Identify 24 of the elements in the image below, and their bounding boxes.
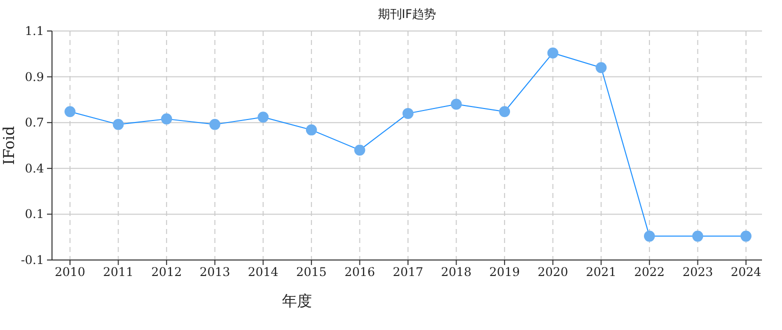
x-tick-label: 2017	[392, 265, 424, 279]
chart-title: 期刊IF趋势	[378, 7, 436, 21]
x-tick-label: 2019	[489, 265, 520, 279]
x-axis-title: 年度	[282, 292, 312, 310]
x-tick-label: 2012	[151, 265, 182, 279]
y-tick-label: -0.1	[20, 253, 44, 267]
y-tick-label: 0.4	[24, 161, 44, 176]
x-tick-label: 2014	[248, 265, 279, 279]
y-tick-label: 0.9	[24, 70, 44, 84]
y-tick-label: 1.1	[24, 24, 44, 38]
y-axis-title: IFoid	[0, 126, 18, 165]
x-tick-label: 2013	[200, 265, 230, 279]
x-tick-label: 2016	[344, 265, 375, 279]
x-tick-label: 2010	[54, 265, 86, 279]
x-tick-label: 2023	[682, 265, 713, 279]
x-tick-label: 2020	[538, 265, 568, 279]
x-tick-label: 2015	[296, 265, 327, 279]
y-tick-label: 0.7	[24, 116, 44, 130]
y-tick-label: 0.1	[24, 207, 44, 222]
x-tick-label: 2024	[730, 265, 762, 279]
x-tick-label: 2018	[441, 265, 472, 279]
x-tick-label: 2021	[586, 265, 616, 279]
x-tick-label: 2022	[634, 265, 665, 279]
x-tick-label: 2011	[103, 265, 134, 279]
